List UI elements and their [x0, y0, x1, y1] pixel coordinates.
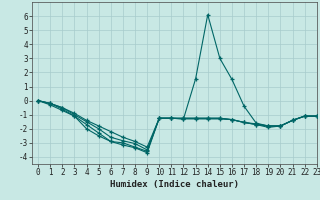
X-axis label: Humidex (Indice chaleur): Humidex (Indice chaleur): [110, 180, 239, 189]
